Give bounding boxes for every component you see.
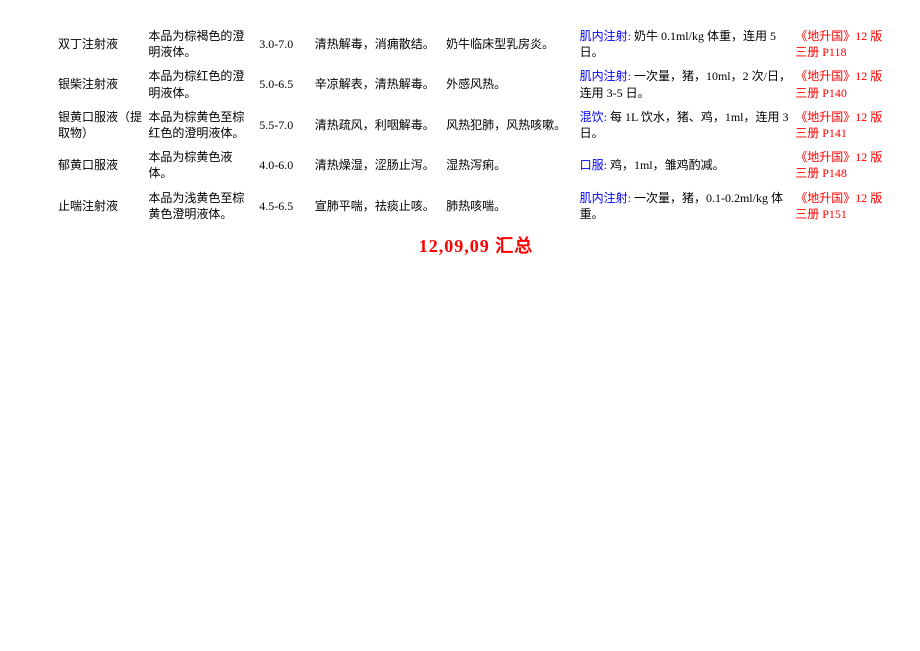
cell-ref: 《地升国》12 版三册 P118 bbox=[793, 24, 896, 64]
usage-body: 鸡，1ml，雏鸡酌减。 bbox=[610, 158, 725, 172]
cell-func: 宣肺平喘，祛痰止咳。 bbox=[313, 186, 444, 226]
cell-name: 银柴注射液 bbox=[56, 64, 146, 104]
cell-indic: 奶牛临床型乳房炎。 bbox=[444, 24, 577, 64]
usage-prefix: 肌内注射: bbox=[580, 29, 631, 43]
cell-ph: 5.0-6.5 bbox=[257, 64, 312, 104]
cell-desc: 本品为棕黄色液体。 bbox=[146, 145, 257, 185]
cell-indic: 风热犯肺，风热咳嗽。 bbox=[444, 105, 577, 145]
cell-func: 清热疏风，利咽解毒。 bbox=[313, 105, 444, 145]
cell-desc: 本品为棕黄色至棕红色的澄明液体。 bbox=[146, 105, 257, 145]
usage-prefix: 肌内注射: bbox=[580, 69, 631, 83]
cell-indic: 外感风热。 bbox=[444, 64, 577, 104]
cell-func: 清热燥湿，涩肠止泻。 bbox=[313, 145, 444, 185]
table-row: 银柴注射液 本品为棕红色的澄明液体。 5.0-6.5 辛凉解表，清热解毒。 外感… bbox=[56, 64, 896, 104]
cell-name: 郁黄口服液 bbox=[56, 145, 146, 185]
cell-indic: 湿热泻痢。 bbox=[444, 145, 577, 185]
cell-func: 清热解毒，消痈散结。 bbox=[313, 24, 444, 64]
usage-body: 每 1L 饮水，猪、鸡，1ml，连用 3 日。 bbox=[580, 110, 789, 140]
cell-indic: 肺热咳喘。 bbox=[444, 186, 577, 226]
table-row: 止喘注射液 本品为浅黄色至棕黄色澄明液体。 4.5-6.5 宣肺平喘，祛痰止咳。… bbox=[56, 186, 896, 226]
usage-prefix: 肌内注射: bbox=[580, 191, 631, 205]
cell-usage: 混饮: 每 1L 饮水，猪、鸡，1ml，连用 3 日。 bbox=[578, 105, 794, 145]
cell-name: 止喘注射液 bbox=[56, 186, 146, 226]
usage-prefix: 混饮: bbox=[580, 110, 607, 124]
cell-name: 银黄口服液（提取物） bbox=[56, 105, 146, 145]
cell-desc: 本品为棕红色的澄明液体。 bbox=[146, 64, 257, 104]
cell-ph: 4.0-6.0 bbox=[257, 145, 312, 185]
cell-ph: 4.5-6.5 bbox=[257, 186, 312, 226]
cell-ph: 5.5-7.0 bbox=[257, 105, 312, 145]
cell-name: 双丁注射液 bbox=[56, 24, 146, 64]
table-row: 郁黄口服液 本品为棕黄色液体。 4.0-6.0 清热燥湿，涩肠止泻。 湿热泻痢。… bbox=[56, 145, 896, 185]
cell-func: 辛凉解表，清热解毒。 bbox=[313, 64, 444, 104]
cell-usage: 肌内注射: 奶牛 0.1ml/kg 体重，连用 5 日。 bbox=[578, 24, 794, 64]
table-row: 银黄口服液（提取物） 本品为棕黄色至棕红色的澄明液体。 5.5-7.0 清热疏风… bbox=[56, 105, 896, 145]
cell-usage: 肌内注射: 一次量，猪，0.1-0.2ml/kg 体重。 bbox=[578, 186, 794, 226]
cell-usage: 肌内注射: 一次量，猪，10ml，2 次/日，连用 3-5 日。 bbox=[578, 64, 794, 104]
table-row: 双丁注射液 本品为棕褐色的澄明液体。 3.0-7.0 清热解毒，消痈散结。 奶牛… bbox=[56, 24, 896, 64]
cell-ref: 《地升国》12 版三册 P151 bbox=[793, 186, 896, 226]
cell-ref: 《地升国》12 版三册 P141 bbox=[793, 105, 896, 145]
medicine-table: 双丁注射液 本品为棕褐色的澄明液体。 3.0-7.0 清热解毒，消痈散结。 奶牛… bbox=[56, 24, 896, 226]
footer-summary: 12,09,09 汇总 bbox=[56, 232, 896, 258]
document-page: 双丁注射液 本品为棕褐色的澄明液体。 3.0-7.0 清热解毒，消痈散结。 奶牛… bbox=[0, 0, 920, 258]
usage-prefix: 口服: bbox=[580, 158, 607, 172]
cell-ref: 《地升国》12 版三册 P140 bbox=[793, 64, 896, 104]
cell-ref: 《地升国》12 版三册 P148 bbox=[793, 145, 896, 185]
cell-desc: 本品为棕褐色的澄明液体。 bbox=[146, 24, 257, 64]
cell-usage: 口服: 鸡，1ml，雏鸡酌减。 bbox=[578, 145, 794, 185]
cell-ph: 3.0-7.0 bbox=[257, 24, 312, 64]
cell-desc: 本品为浅黄色至棕黄色澄明液体。 bbox=[146, 186, 257, 226]
